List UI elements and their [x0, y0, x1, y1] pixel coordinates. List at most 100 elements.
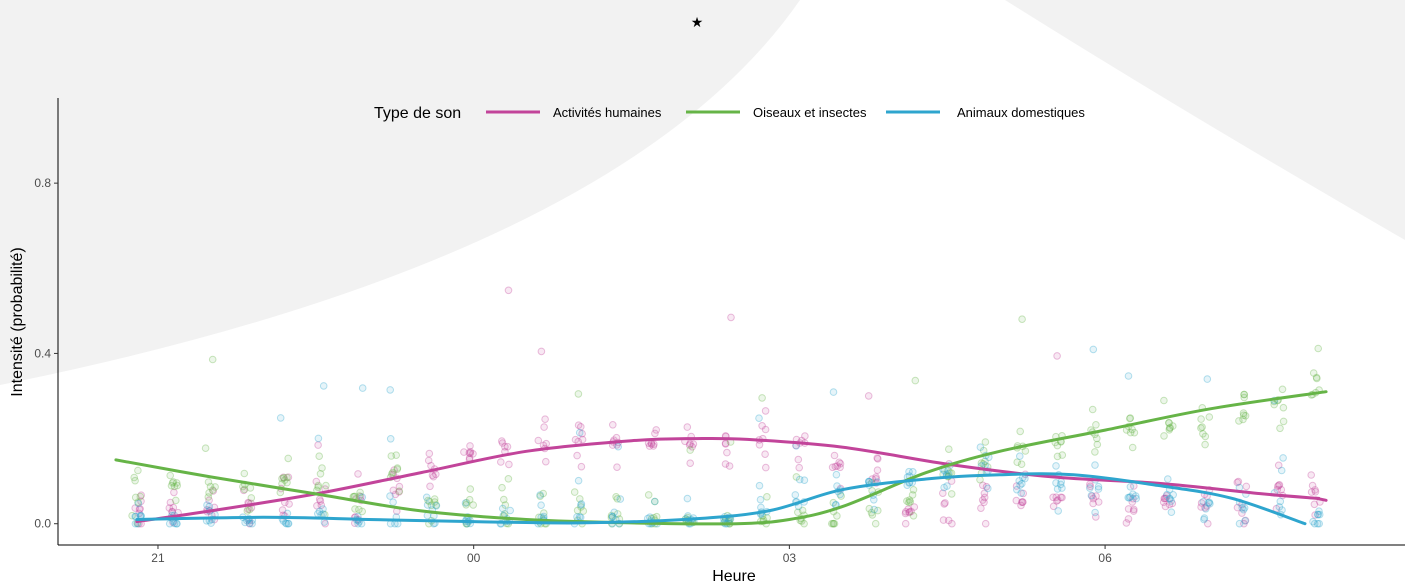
data-point: [504, 475, 513, 483]
data-point: [1312, 373, 1321, 382]
data-point: [173, 519, 181, 528]
data-point: [168, 479, 177, 487]
data-point: [1314, 510, 1322, 519]
data-point: [1018, 498, 1027, 506]
data-point: [574, 476, 583, 485]
data-point: [1012, 496, 1021, 505]
data-point: [466, 485, 475, 493]
data-point: [1202, 505, 1210, 513]
data-point: [868, 475, 877, 483]
data-point: [542, 439, 551, 448]
data-point: [1169, 422, 1177, 430]
data-point: [1277, 466, 1286, 475]
data-point: [910, 503, 919, 511]
data-point: [1016, 452, 1024, 461]
data-point: [317, 501, 326, 510]
data-point: [645, 442, 654, 450]
data-point: [909, 512, 918, 520]
data-point: [422, 493, 431, 502]
data-point: [540, 423, 548, 431]
data-point: [833, 482, 841, 490]
data-point: [570, 488, 579, 496]
data-point: [609, 421, 617, 429]
data-point: [977, 459, 986, 467]
data-point: [1054, 507, 1062, 515]
data-point: [1311, 486, 1319, 494]
data-point: [905, 467, 913, 476]
data-point: [794, 455, 803, 464]
data-point: [1018, 479, 1026, 488]
data-point: [1092, 421, 1100, 429]
data-point: [281, 476, 289, 484]
data-point: [1132, 492, 1140, 500]
data-point: [1200, 515, 1208, 524]
data-point: [1198, 423, 1206, 431]
data-point: [1199, 430, 1207, 438]
data-point: [614, 442, 623, 451]
data-point: [207, 519, 215, 527]
data-point: [167, 481, 176, 490]
data-point: [1205, 413, 1214, 421]
data-point: [1162, 492, 1171, 500]
data-point: [137, 491, 145, 500]
data-point: [1165, 494, 1174, 503]
data-point: [831, 462, 840, 471]
data-point: [170, 488, 178, 497]
data-point: [1015, 477, 1024, 485]
data-point: [240, 469, 249, 478]
data-point: [836, 463, 844, 472]
data-point: [905, 496, 914, 504]
data-point: [1278, 506, 1286, 514]
data-point: [1161, 502, 1170, 511]
data-point: [166, 471, 174, 480]
data-point: [943, 482, 951, 490]
data-point: [1165, 500, 1174, 509]
data-point: [829, 388, 838, 396]
data-point: [903, 497, 911, 505]
data-point: [1165, 426, 1174, 434]
data-point: [902, 508, 910, 516]
data-point: [867, 508, 876, 517]
data-point: [909, 468, 917, 476]
data-point: [241, 518, 249, 527]
data-point: [829, 519, 838, 528]
data-point: [136, 492, 145, 501]
data-point: [1165, 424, 1174, 432]
data-point: [134, 466, 142, 475]
data-point: [1125, 494, 1134, 502]
data-point: [1019, 498, 1027, 506]
data-point: [390, 466, 398, 474]
data-point: [354, 470, 362, 478]
data-point: [206, 482, 215, 491]
data-point: [358, 384, 367, 392]
data-point: [1162, 494, 1170, 503]
data-point: [1315, 519, 1323, 528]
data-point: [245, 519, 254, 528]
data-point: [792, 473, 801, 481]
data-point: [905, 508, 914, 516]
data-point: [908, 491, 917, 499]
data-point: [314, 483, 322, 492]
data-point: [1128, 443, 1137, 452]
data-point: [1128, 498, 1137, 506]
data-point: [1013, 458, 1022, 467]
data-point: [1053, 352, 1061, 360]
data-point: [284, 519, 292, 528]
data-point: [1089, 499, 1097, 508]
data-point: [134, 498, 142, 507]
data-point: [358, 493, 367, 502]
data-point: [800, 519, 808, 528]
data-point: [829, 519, 838, 528]
data-point: [791, 491, 800, 499]
data-point: [872, 475, 880, 483]
data-point: [358, 507, 367, 516]
data-point: [1086, 482, 1094, 491]
data-point: [1279, 454, 1287, 462]
data-point: [497, 458, 505, 466]
data-point: [1310, 519, 1319, 528]
data-point: [1165, 419, 1173, 427]
data-point: [1159, 498, 1168, 507]
data-point: [758, 422, 766, 430]
data-point: [393, 465, 402, 474]
smooth-curves: [114, 390, 1328, 526]
